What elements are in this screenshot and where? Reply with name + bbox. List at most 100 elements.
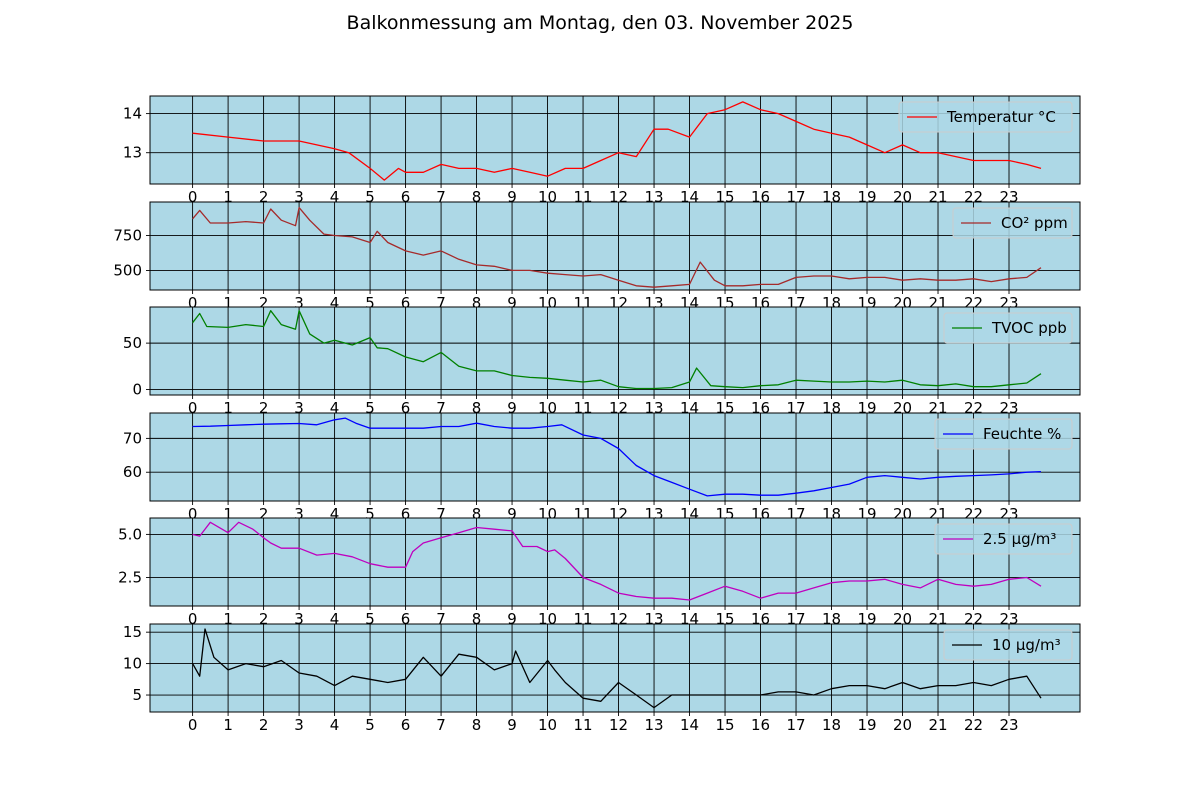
y-tick-label: 50 [123, 334, 142, 352]
x-tick-label: 6 [401, 505, 411, 523]
x-tick-label: 1 [223, 399, 233, 417]
x-tick-label: 8 [472, 505, 482, 523]
chart-panel-1: 0 1 2 3 4 5 6 7 8 9 10 11 12 13 14 15 16 17 18 19 20 21 22 2350… [113, 201, 1081, 312]
x-tick-label: 8 [472, 188, 482, 206]
x-tick-label: 20 [893, 716, 912, 734]
x-tick-label: 8 [472, 716, 482, 734]
y-tick-label: 14 [123, 105, 142, 123]
x-tick-label: 1 [223, 188, 233, 206]
x-tick-label: 5 [365, 294, 375, 312]
plot-frame [149, 201, 1081, 291]
series-line-0 [192, 101, 1042, 181]
x-tick-label: 9 [507, 716, 517, 734]
x-tick-label: 0 [188, 399, 198, 417]
y-tick-label: 5.0 [118, 525, 142, 543]
x-tick-label: 22 [964, 716, 983, 734]
x-tick-label: 0 [188, 505, 198, 523]
x-tick-label: 9 [507, 399, 517, 417]
legend-label: Feuchte % [983, 425, 1061, 443]
figure-title: Balkonmessung am Montag, den 03. Novembe… [346, 12, 854, 34]
y-tick-label: 10 [123, 655, 142, 673]
x-tick-label: 6 [401, 399, 411, 417]
y-tick-label: 0 [132, 380, 142, 398]
x-tick-label: 4 [330, 716, 340, 734]
x-tick-label: 7 [436, 188, 446, 206]
plot-background [150, 307, 1080, 395]
x-tick-label: 13 [644, 716, 663, 734]
x-tick-label: 1 [223, 505, 233, 523]
x-tick-label: 3 [294, 294, 304, 312]
legend-box [934, 418, 1073, 450]
plot-frame [149, 95, 1081, 185]
legend-box [898, 101, 1073, 133]
x-tick-label: 3 [294, 716, 304, 734]
legend: CO² ppm [952, 207, 1073, 239]
x-tick-label: 0 [188, 610, 198, 628]
x-tick-label: 6 [401, 188, 411, 206]
x-tick-label: 17 [786, 716, 805, 734]
legend-label: 10 µg/m³ [992, 636, 1061, 654]
legend-box [943, 629, 1073, 661]
x-tick-label: 9 [507, 610, 517, 628]
x-tick-label: 6 [401, 610, 411, 628]
x-tick-label: 14 [680, 716, 699, 734]
x-tick-label: 1 [223, 610, 233, 628]
x-tick-label: 7 [436, 399, 446, 417]
x-tick-label: 19 [857, 716, 876, 734]
x-tick-label: 3 [294, 399, 304, 417]
x-tick-label: 18 [822, 716, 841, 734]
legend-box [952, 207, 1073, 239]
x-tick-label: 16 [751, 716, 770, 734]
plot-frame [149, 306, 1081, 396]
x-tick-label: 0 [188, 188, 198, 206]
x-tick-label: 2 [259, 188, 269, 206]
series-line-0 [192, 521, 1042, 601]
x-tick-label: 3 [294, 188, 304, 206]
x-tick-label: 3 [294, 610, 304, 628]
legend-label: 2.5 µg/m³ [983, 530, 1056, 548]
y-tick-label: 2.5 [118, 569, 142, 587]
plot-background [150, 202, 1080, 290]
plot-background [150, 624, 1080, 712]
x-tick-label: 6 [401, 294, 411, 312]
y-tick-label: 13 [123, 144, 142, 162]
legend: Feuchte % [934, 418, 1073, 450]
y-tick-label: 60 [123, 463, 142, 481]
legend: Temperatur °C [898, 101, 1073, 133]
x-tick-label: 5 [365, 610, 375, 628]
y-tick-label: 750 [113, 227, 142, 245]
legend-box [934, 523, 1073, 555]
x-tick-label: 9 [507, 188, 517, 206]
series-line-0 [192, 310, 1042, 390]
chart-panel-2: 0 1 2 3 4 5 6 7 8 9 10 11 12 13 14 15 16 17 18 19 20 21 22 2305… [123, 306, 1081, 417]
x-tick-label: 7 [436, 505, 446, 523]
x-tick-label: 4 [330, 610, 340, 628]
legend-label: Temperatur °C [946, 108, 1056, 126]
x-tick-label: 7 [436, 716, 446, 734]
plot-frame [149, 517, 1081, 607]
x-tick-label: 2 [259, 716, 269, 734]
legend-label: TVOC ppb [991, 319, 1067, 337]
legend: 2.5 µg/m³ [934, 523, 1073, 555]
x-tick-label: 4 [330, 188, 340, 206]
x-tick-label: 10 [538, 716, 557, 734]
x-tick-label: 2 [259, 294, 269, 312]
x-tick-label: 4 [330, 294, 340, 312]
x-tick-label: 5 [365, 505, 375, 523]
legend-label: CO² ppm [1001, 214, 1068, 232]
legend: 10 µg/m³ [943, 629, 1073, 661]
y-tick-label: 500 [113, 261, 142, 279]
x-tick-label: 4 [330, 399, 340, 417]
x-tick-label: 9 [507, 294, 517, 312]
chart-panel-4: 0 1 2 3 4 5 6 7 8 9 10 11 12 13 14 15 16 17 18 19 20 21 22 232.… [118, 517, 1081, 628]
x-tick-label: 1 [223, 716, 233, 734]
x-tick-label: 3 [294, 505, 304, 523]
series-line-0 [192, 417, 1042, 497]
x-tick-label: 9 [507, 505, 517, 523]
x-tick-label: 6 [401, 716, 411, 734]
x-tick-label: 2 [259, 399, 269, 417]
x-tick-label: 11 [574, 716, 593, 734]
y-tick-label: 5 [132, 686, 142, 704]
chart-panel-0: 0 1 2 3 4 5 6 7 8 9 10 11 12 13 14 15 16 17 18 19 20 21 22 2313… [123, 95, 1081, 206]
